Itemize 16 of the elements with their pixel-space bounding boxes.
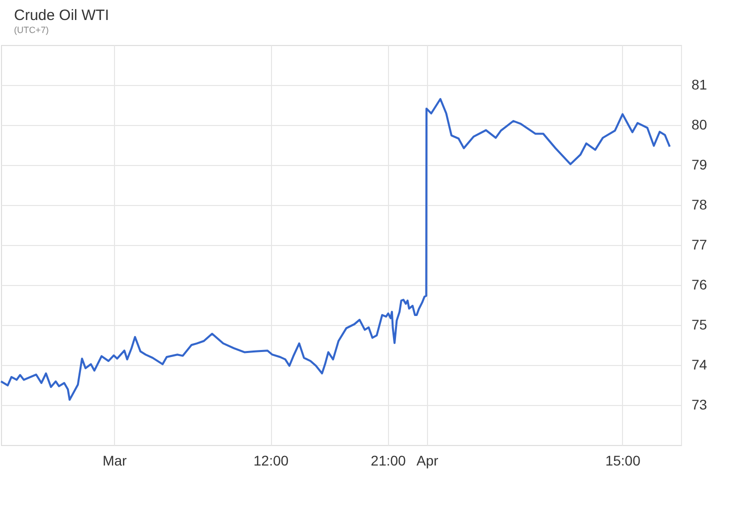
y-tick-label: 80 [692,116,708,132]
y-tick-label: 77 [692,236,708,252]
x-tick-label: 15:00 [605,452,641,468]
chart-title: Crude Oil WTI [14,7,110,24]
y-tick-label: 73 [692,396,708,412]
y-tick-label: 79 [692,156,708,172]
y-tick-label: 74 [692,356,708,372]
x-tick-label: Apr [416,452,439,468]
x-tick-label: 12:00 [254,452,289,468]
x-tick-label: 21:00 [370,452,406,468]
x-tick-label: Mar [102,452,128,468]
y-tick-label: 75 [692,316,708,332]
y-tick-label: 81 [692,76,708,92]
y-tick-label: 76 [692,276,708,292]
chart-subtitle: (UTC+7) [14,25,49,35]
y-tick-label: 78 [692,196,708,212]
